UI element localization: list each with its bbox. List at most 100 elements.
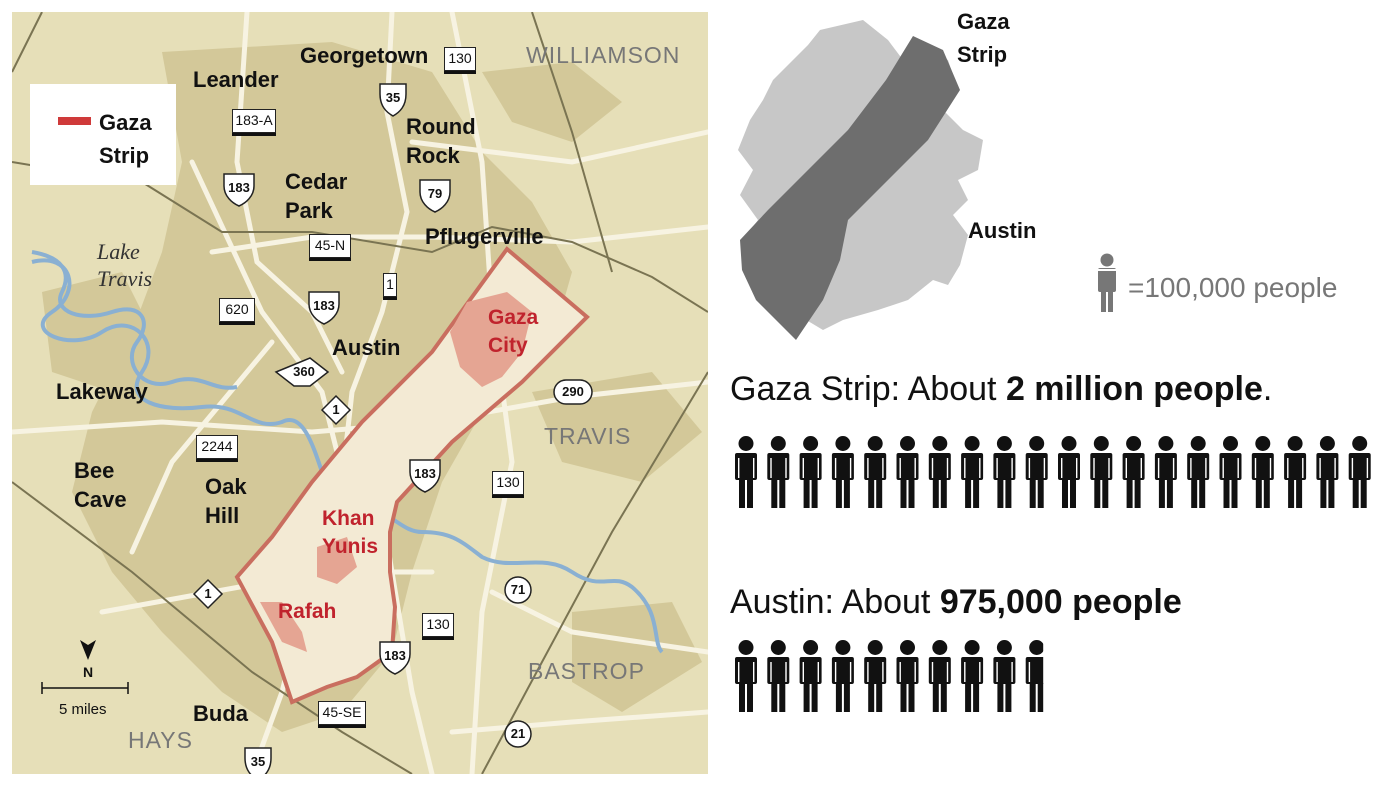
loop-shield-360 bbox=[274, 357, 330, 387]
key-text: =100,000 people bbox=[1128, 272, 1338, 303]
highway-183a: 183-A bbox=[232, 109, 276, 133]
gaza-person-icon bbox=[864, 436, 887, 508]
gaza-city-area bbox=[450, 292, 532, 387]
gaza-suffix: . bbox=[1262, 370, 1273, 408]
austin-person-icon bbox=[961, 640, 984, 712]
place-austin: Austin bbox=[332, 335, 401, 360]
highway-45se: 45-SE bbox=[318, 701, 366, 725]
gaza-person-icon bbox=[1058, 436, 1080, 508]
legend-label: Gaza Strip bbox=[99, 110, 152, 168]
gaza-person-icon bbox=[1187, 436, 1210, 508]
gaza-person-icon bbox=[1348, 436, 1371, 508]
place-round-rock: Round Rock bbox=[406, 114, 476, 168]
us-shield-183e bbox=[379, 641, 411, 675]
gaza-strip-swatch bbox=[58, 117, 91, 125]
map-legend: Gaza Strip bbox=[30, 84, 176, 185]
interstate-shield-35b bbox=[244, 747, 272, 774]
highway-183b: 183 bbox=[228, 180, 250, 195]
gaza-person-icon bbox=[1219, 436, 1242, 508]
highway-360: 360 bbox=[293, 364, 315, 379]
highway-1a: 1 bbox=[383, 273, 397, 297]
gaza-prefix: Gaza Strip: About bbox=[730, 370, 1006, 408]
place-lakeway: Lakeway bbox=[56, 379, 148, 404]
county-hays: HAYS bbox=[128, 727, 193, 753]
lake-travis-label: Lake Travis bbox=[97, 239, 153, 291]
austin-person-icon bbox=[928, 640, 951, 712]
person-icon bbox=[1097, 253, 1117, 312]
gaza-person-icon bbox=[1284, 436, 1307, 508]
scale-label: 5 miles bbox=[59, 701, 107, 718]
austin-prefix: Austin: About bbox=[730, 583, 940, 621]
highway-45n: 45-N bbox=[309, 234, 351, 258]
highway-183c: 183 bbox=[313, 298, 335, 313]
highway-1c: 1 bbox=[204, 586, 212, 601]
highway-183e: 183 bbox=[384, 648, 406, 663]
highway-21: 21 bbox=[510, 726, 526, 741]
place-bee-cave: Bee Cave bbox=[74, 458, 127, 512]
highway-620: 620 bbox=[219, 298, 255, 322]
gaza-person-icon bbox=[928, 436, 951, 508]
highway-79: 79 bbox=[427, 186, 443, 201]
gaza-person-icon bbox=[896, 436, 919, 508]
austin-person-icon bbox=[896, 640, 919, 712]
state-shield-79 bbox=[419, 179, 451, 213]
scale-bar bbox=[41, 682, 129, 694]
county-williamson: WILLIAMSON bbox=[526, 42, 681, 68]
highway-35a: 35 bbox=[385, 90, 401, 105]
khan-yunis-area bbox=[317, 537, 357, 584]
austin-person-icon bbox=[864, 640, 887, 712]
place-leander: Leander bbox=[193, 67, 279, 92]
highway-130b: 130 bbox=[492, 471, 524, 495]
gaza-pictograph bbox=[735, 436, 1371, 508]
us-oval-290 bbox=[553, 379, 593, 405]
state-circle-21 bbox=[504, 720, 532, 748]
highway-1b: 1 bbox=[332, 402, 340, 417]
highway-2244: 2244 bbox=[196, 435, 238, 459]
gaza-person-icon bbox=[961, 436, 984, 508]
state-circle-71 bbox=[504, 576, 532, 604]
label-gaza-city: Gaza City bbox=[488, 306, 539, 357]
place-oak-hill: Oak Hill bbox=[205, 474, 247, 528]
label-khan-yunis: Khan Yunis bbox=[322, 507, 379, 558]
austin-person-icon bbox=[735, 640, 757, 712]
loop-shield-1b bbox=[320, 394, 352, 426]
overlay-gaza-label: Gaza Strip bbox=[957, 9, 1010, 67]
place-buda: Buda bbox=[193, 701, 248, 726]
highway-290: 290 bbox=[562, 384, 584, 399]
north-arrow bbox=[80, 640, 96, 660]
austin-person-icon bbox=[799, 640, 822, 712]
gaza-person-icon bbox=[1025, 436, 1048, 508]
gaza-person-icon bbox=[799, 436, 822, 508]
interstate-shield-35a bbox=[379, 83, 407, 117]
us-shield-183d bbox=[409, 459, 441, 493]
gaza-bold: 2 million people bbox=[1005, 370, 1263, 408]
highway-130a: 130 bbox=[444, 47, 476, 71]
gaza-person-icon bbox=[993, 436, 1016, 508]
gaza-person-icon bbox=[735, 436, 757, 508]
gaza-person-icon bbox=[1316, 436, 1339, 508]
place-cedar-park: Cedar Park bbox=[285, 169, 348, 223]
highway-71: 71 bbox=[510, 582, 526, 597]
loop-shield-1c bbox=[192, 578, 224, 610]
austin-pictograph bbox=[735, 640, 1044, 712]
austin-area-map: Gaza Strip Georgetown Leander Round Rock… bbox=[12, 12, 708, 774]
gaza-person-icon bbox=[1090, 436, 1113, 508]
austin-person-icon bbox=[831, 640, 854, 712]
rafah-area bbox=[260, 602, 307, 652]
austin-population-headline: Austin: About 975,000 people bbox=[730, 583, 1182, 622]
highway-shields bbox=[192, 83, 593, 774]
gaza-person-icon bbox=[767, 436, 790, 508]
austin-person-icon bbox=[767, 640, 790, 712]
colorado-river bbox=[31, 258, 664, 654]
highway-183d: 183 bbox=[414, 466, 436, 481]
us-shield-183b bbox=[223, 173, 255, 207]
county-bastrop: BASTROP bbox=[528, 658, 645, 684]
gaza-person-icon bbox=[1122, 436, 1145, 508]
austin-person-icon bbox=[1025, 640, 1044, 712]
lake-travis bbox=[31, 250, 238, 390]
overlay-comparison bbox=[738, 20, 983, 340]
label-rafah: Rafah bbox=[278, 600, 337, 623]
gaza-silhouette bbox=[740, 36, 960, 340]
austin-person-icon bbox=[993, 640, 1016, 712]
highway-35b: 35 bbox=[250, 754, 266, 769]
